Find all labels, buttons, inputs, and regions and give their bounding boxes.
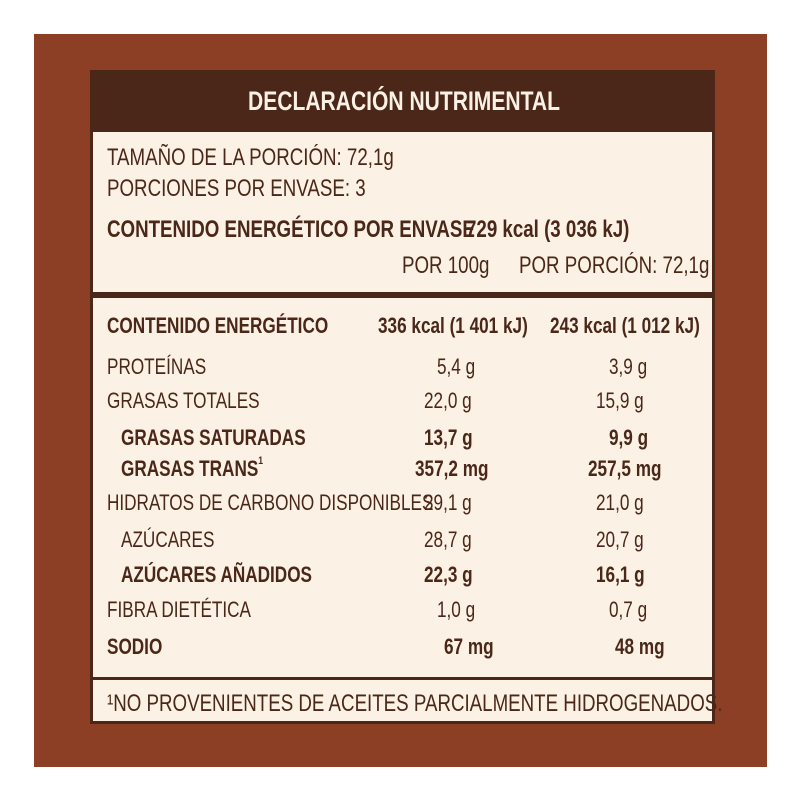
thick-divider	[93, 292, 712, 298]
row-name-proteins: PROTEÍNAS	[107, 354, 207, 379]
footnote-marker: 1	[258, 455, 264, 467]
row-name-saturated-fat: GRASAS SATURADAS	[121, 425, 306, 450]
row-per100-added-sugars: 22,3 g	[424, 562, 473, 587]
footnote: ¹NO PROVENIENTES DE ACEITES PARCIALMENTE…	[107, 690, 723, 717]
row-name-sodium: SODIO	[107, 634, 163, 659]
row-name-added-sugars: AZÚCARES AÑADIDOS	[121, 562, 312, 587]
row-per100-proteins: 5,4 g	[437, 354, 476, 379]
title-bar	[90, 70, 715, 132]
column-header-per100: POR 100g	[402, 252, 490, 279]
trans-fat-name: GRASAS TRANS	[121, 456, 259, 481]
row-per100-energy: 336 kcal (1 401 kJ)	[378, 313, 528, 338]
label-title: DECLARACIÓN NUTRIMENTAL	[248, 86, 560, 116]
row-serving-total-fat: 15,9 g	[596, 388, 644, 413]
row-serving-sodium: 48 mg	[615, 634, 665, 659]
energy-per-container-label: CONTENIDO ENERGÉTICO POR ENVASE	[107, 216, 475, 243]
row-name-energy: CONTENIDO ENERGÉTICO	[107, 313, 329, 338]
servings-per-container: PORCIONES POR ENVASE: 3	[107, 175, 366, 202]
row-serving-trans-fat: 257,5 mg	[588, 456, 662, 481]
energy-per-container-value: 729 kcal (3 036 kJ)	[466, 216, 630, 243]
nutrition-label-panel	[90, 70, 715, 724]
row-per100-carbohydrates: 29,1 g	[424, 490, 472, 515]
row-per100-total-fat: 22,0 g	[424, 388, 472, 413]
row-per100-sugars: 28,7 g	[424, 527, 472, 552]
row-name-total-fat: GRASAS TOTALES	[107, 388, 260, 413]
row-name-sugars: AZÚCARES	[121, 527, 215, 552]
row-name-carbohydrates: HIDRATOS DE CARBONO DISPONIBLES	[107, 490, 434, 515]
row-name-trans-fat: GRASAS TRANS1	[121, 455, 264, 481]
row-serving-carbohydrates: 21,0 g	[596, 490, 644, 515]
row-serving-saturated-fat: 9,9 g	[609, 425, 649, 450]
row-serving-sugars: 20,7 g	[596, 527, 644, 552]
column-header-per-serving: POR PORCIÓN: 72,1g	[519, 252, 710, 279]
row-serving-energy: 243 kcal (1 012 kJ)	[550, 313, 700, 338]
serving-size: TAMAÑO DE LA PORCIÓN: 72,1g	[107, 144, 394, 171]
row-serving-fiber: 0,7 g	[609, 597, 648, 622]
row-serving-proteins: 3,9 g	[609, 354, 648, 379]
footnote-divider	[93, 677, 712, 680]
row-per100-saturated-fat: 13,7 g	[424, 425, 473, 450]
row-serving-added-sugars: 16,1 g	[596, 562, 645, 587]
row-name-fiber: FIBRA DIETÉTICA	[107, 597, 251, 622]
row-per100-trans-fat: 357,2 mg	[415, 456, 489, 481]
row-per100-sodium: 67 mg	[444, 634, 494, 659]
row-per100-fiber: 1,0 g	[437, 597, 476, 622]
